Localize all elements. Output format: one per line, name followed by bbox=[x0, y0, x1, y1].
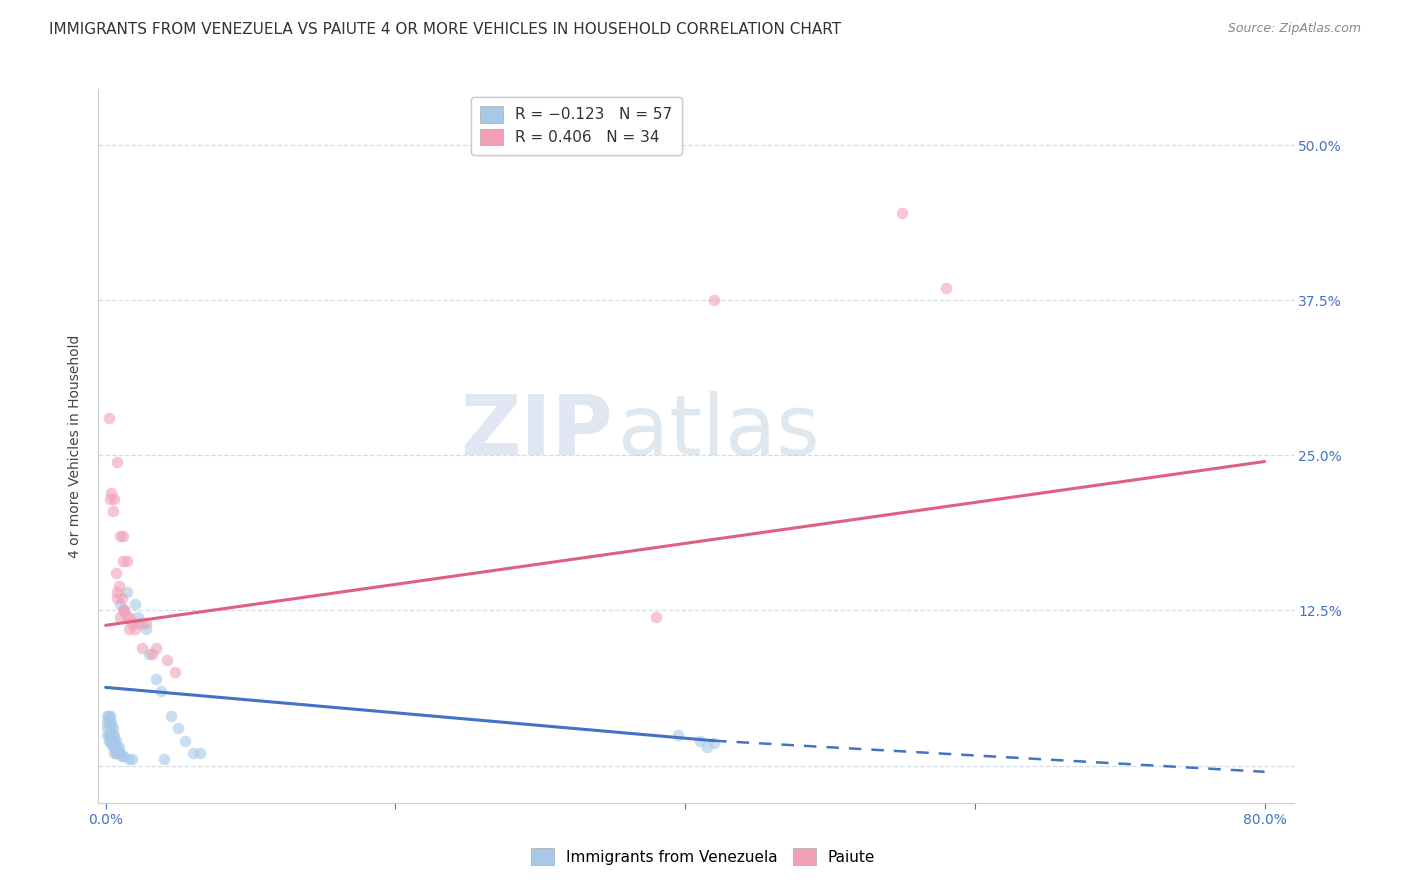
Point bbox=[103, 733, 125, 747]
Point bbox=[104, 733, 127, 747]
Point bbox=[103, 727, 125, 741]
Text: Source: ZipAtlas.com: Source: ZipAtlas.com bbox=[1227, 22, 1361, 36]
Point bbox=[935, 281, 957, 295]
Point bbox=[103, 746, 125, 760]
Point bbox=[108, 597, 131, 611]
Point bbox=[891, 206, 914, 220]
Point bbox=[112, 554, 135, 568]
Legend: Immigrants from Venezuela, Paiute: Immigrants from Venezuela, Paiute bbox=[524, 842, 882, 871]
Point bbox=[121, 752, 143, 766]
Point bbox=[100, 485, 122, 500]
Point bbox=[135, 622, 157, 636]
Point bbox=[124, 622, 146, 636]
Point bbox=[98, 727, 121, 741]
Point bbox=[112, 748, 135, 763]
Point bbox=[105, 584, 128, 599]
Point bbox=[98, 709, 121, 723]
Point bbox=[98, 722, 121, 736]
Point bbox=[107, 579, 129, 593]
Point bbox=[174, 733, 197, 747]
Point bbox=[101, 733, 124, 747]
Text: IMMIGRANTS FROM VENEZUELA VS PAIUTE 4 OR MORE VEHICLES IN HOUSEHOLD CORRELATION : IMMIGRANTS FROM VENEZUELA VS PAIUTE 4 OR… bbox=[49, 22, 841, 37]
Point bbox=[114, 603, 136, 617]
Point bbox=[188, 746, 211, 760]
Point bbox=[96, 727, 118, 741]
Point bbox=[118, 622, 141, 636]
Point bbox=[105, 454, 128, 468]
Point bbox=[104, 739, 127, 754]
Text: atlas: atlas bbox=[619, 392, 820, 472]
Point bbox=[108, 529, 131, 543]
Point bbox=[98, 491, 121, 506]
Point bbox=[165, 665, 187, 680]
Point bbox=[131, 615, 153, 630]
Point bbox=[703, 736, 725, 750]
Point bbox=[96, 709, 118, 723]
Point bbox=[107, 746, 129, 760]
Point bbox=[101, 504, 124, 518]
Point bbox=[645, 609, 668, 624]
Point bbox=[112, 603, 135, 617]
Point bbox=[97, 733, 120, 747]
Point bbox=[696, 739, 718, 754]
Point bbox=[112, 529, 135, 543]
Point bbox=[96, 722, 118, 736]
Point bbox=[100, 736, 122, 750]
Point bbox=[703, 293, 725, 308]
Point bbox=[108, 746, 131, 760]
Point bbox=[110, 591, 132, 605]
Point bbox=[98, 733, 121, 747]
Point bbox=[689, 733, 711, 747]
Point bbox=[117, 584, 139, 599]
Point bbox=[104, 746, 127, 760]
Point bbox=[97, 727, 120, 741]
Point bbox=[118, 609, 141, 624]
Point bbox=[138, 647, 160, 661]
Legend: R = −0.123   N = 57, R = 0.406   N = 34: R = −0.123 N = 57, R = 0.406 N = 34 bbox=[471, 97, 682, 154]
Point bbox=[107, 739, 129, 754]
Point bbox=[135, 615, 157, 630]
Point bbox=[121, 615, 143, 630]
Point bbox=[101, 727, 124, 741]
Point bbox=[155, 653, 177, 667]
Point bbox=[141, 647, 163, 661]
Point bbox=[117, 609, 139, 624]
Point bbox=[666, 727, 689, 741]
Point bbox=[181, 746, 204, 760]
Point bbox=[105, 591, 128, 605]
Point bbox=[152, 752, 174, 766]
Point bbox=[103, 491, 125, 506]
Point bbox=[97, 715, 120, 730]
Point bbox=[110, 748, 132, 763]
Point bbox=[160, 709, 183, 723]
Point bbox=[131, 640, 153, 655]
Point bbox=[108, 609, 131, 624]
Point bbox=[145, 672, 167, 686]
Point bbox=[101, 739, 124, 754]
Point bbox=[100, 722, 122, 736]
Point bbox=[97, 411, 120, 425]
Point bbox=[127, 609, 149, 624]
Point bbox=[124, 597, 146, 611]
Point bbox=[149, 684, 172, 698]
Point bbox=[100, 727, 122, 741]
Point bbox=[114, 603, 136, 617]
Point bbox=[118, 752, 141, 766]
Point bbox=[105, 739, 128, 754]
Point bbox=[105, 746, 128, 760]
Point bbox=[104, 566, 127, 581]
Point bbox=[103, 739, 125, 754]
Point bbox=[127, 615, 149, 630]
Point bbox=[97, 709, 120, 723]
Point bbox=[145, 640, 167, 655]
Point bbox=[100, 715, 122, 730]
Point bbox=[101, 722, 124, 736]
Point bbox=[96, 715, 118, 730]
Point bbox=[117, 554, 139, 568]
Y-axis label: 4 or more Vehicles in Household: 4 or more Vehicles in Household bbox=[69, 334, 83, 558]
Point bbox=[98, 715, 121, 730]
Point bbox=[167, 722, 190, 736]
Text: ZIP: ZIP bbox=[460, 392, 613, 472]
